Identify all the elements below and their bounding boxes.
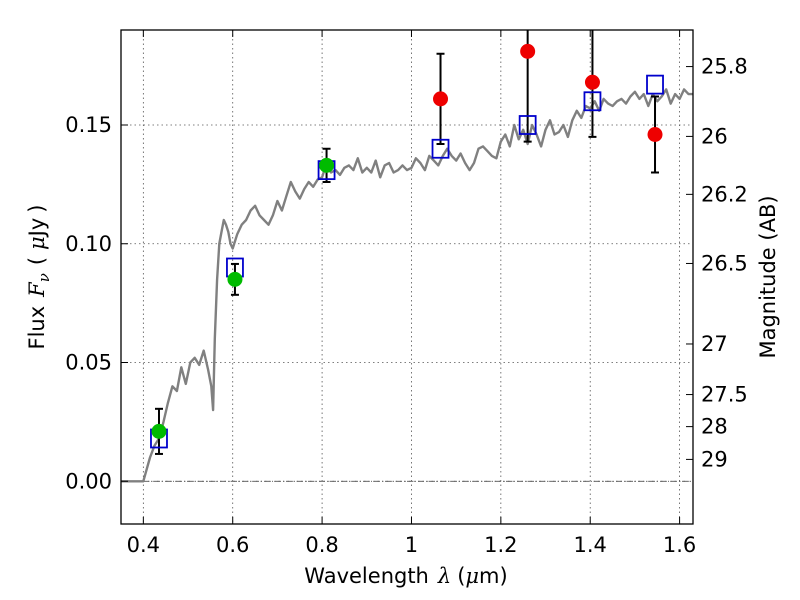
red-data-point (433, 91, 449, 107)
right-tick-label: 27.5 (701, 383, 748, 407)
right-tick-label: 26.5 (701, 251, 748, 275)
y-tick-label: 0.05 (65, 351, 112, 375)
right-tick-label: 26.2 (701, 182, 748, 206)
y-axis-label: Flux Fν ( μJy) (25, 204, 53, 349)
x-tick-label: 1.6 (663, 533, 696, 557)
model-photometry-square (646, 74, 664, 95)
y-tick-label: 0.00 (65, 469, 112, 493)
y-axis-unit-rest: Jy (25, 218, 49, 239)
x-tick-label: 0.8 (305, 533, 338, 557)
y-axis-mu-symbol: μ (25, 236, 49, 250)
y-axis-label-text: Flux (25, 306, 49, 350)
red-data-point (520, 43, 536, 59)
x-axis-unit-rest: m) (479, 564, 508, 588)
model-photometry-square (431, 138, 450, 159)
right-tick-label: 25.8 (701, 55, 748, 79)
template-spectrum-line (121, 88, 693, 483)
y-tick-label: 0.10 (65, 232, 112, 256)
model-photometry-square (518, 115, 537, 135)
x-axis-label-text: Wavelength (304, 564, 429, 588)
y-axis-nu-subscript: ν (35, 273, 53, 282)
green-data-point (151, 423, 167, 439)
red-data-point (647, 127, 663, 142)
right-axis-label: Magnitude (AB) (756, 195, 780, 358)
right-tick-label: 28 (701, 415, 728, 439)
model-photometry-square (583, 91, 602, 112)
green-data-point (319, 157, 335, 173)
right-tick-label: 26 (701, 124, 728, 148)
green-data-point (227, 271, 243, 287)
x-tick-label: 0.6 (216, 533, 249, 557)
x-axis-mu-symbol: μ (465, 564, 479, 588)
y-axis-unit-close: ) (25, 204, 49, 212)
x-axis-label: Wavelength λ (μm) (304, 564, 507, 588)
plot-frame (120, 29, 694, 525)
right-tick-label: 27 (701, 332, 728, 356)
y-tick-label: 0.15 (65, 113, 112, 137)
x-tick-label: 0.4 (127, 533, 160, 557)
grid (121, 30, 693, 524)
x-tick-label: 1.2 (484, 533, 517, 557)
y-axis-f-symbol: F (25, 281, 49, 298)
y-axis-unit-open: ( (25, 257, 49, 265)
x-tick-label: 1 (405, 533, 418, 557)
x-axis-unit-open: ( (457, 564, 465, 588)
axis-ticks: 0.4 0.6 0.8 1 1.2 1.4 1.6 0.00 0.05 0.10 0.15 25.8 2… (65, 30, 748, 557)
x-tick-label: 1.4 (574, 533, 607, 557)
data-marks (150, 30, 664, 455)
red-data-point (584, 74, 600, 90)
right-tick-label: 29 (701, 447, 728, 471)
x-axis-lambda-symbol: λ (437, 564, 451, 588)
